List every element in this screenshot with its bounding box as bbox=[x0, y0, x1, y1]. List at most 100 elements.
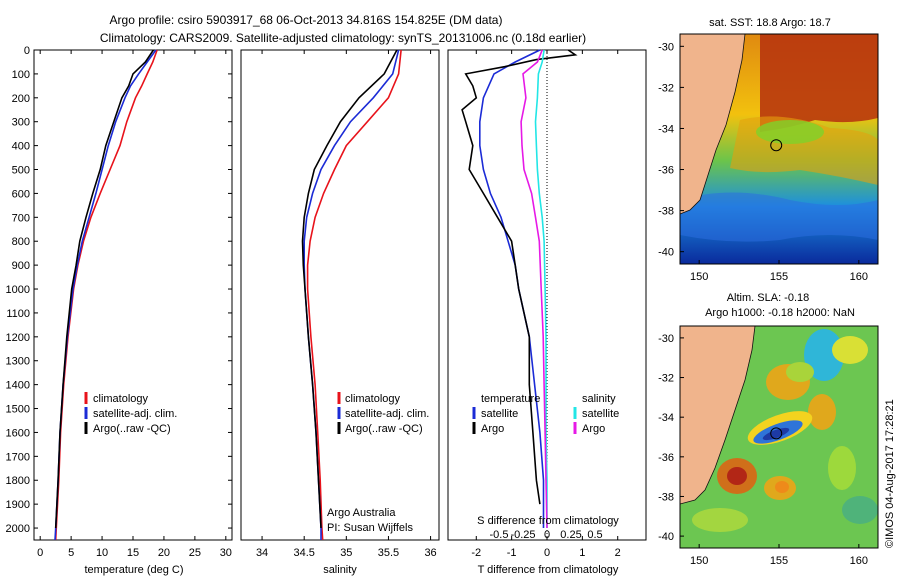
salinity-x-tick-label: 34 bbox=[256, 547, 268, 559]
difference-xlabel-top: S difference from climatology bbox=[477, 515, 619, 527]
map-lon-tick-label: 150 bbox=[690, 271, 708, 283]
map-lon-tick-label: 155 bbox=[770, 555, 788, 567]
legend-label-s-satellite: satellite bbox=[582, 408, 619, 420]
sst-map-panel: sat. SST: 18.8 Argo: 18.7 150 155 160 -30 -3… bbox=[658, 17, 879, 283]
difference-legend: temperature salinity satellite Argo sate… bbox=[472, 393, 619, 435]
temperature-legend: climatology satellite-adj. clim. Argo(..… bbox=[84, 392, 177, 435]
series-line-t-satellite bbox=[478, 49, 545, 528]
map-lat-tick-label: -32 bbox=[658, 373, 674, 385]
depth-tick-label: 400 bbox=[12, 141, 30, 153]
sla-map-subtitle: Argo h1000: -0.18 h2000: NaN bbox=[705, 307, 855, 319]
argo-float-marker bbox=[770, 139, 783, 152]
depth-tick-label: 1700 bbox=[6, 451, 30, 463]
depth-tick-label: 0 bbox=[24, 45, 30, 57]
temperature-x-tick-label: 0 bbox=[37, 547, 43, 559]
salinity-x-tick-label: 35.5 bbox=[378, 547, 399, 559]
legend-title-temperature: temperature bbox=[481, 393, 540, 405]
difference-x-tick-label: 2 bbox=[615, 547, 621, 559]
depth-tick-label: 1500 bbox=[6, 404, 30, 416]
depth-tick-label: 200 bbox=[12, 93, 30, 105]
series-line-argo-raw-qc bbox=[301, 49, 398, 529]
depth-tick-label: 1000 bbox=[6, 284, 30, 296]
depth-tick-label: 100 bbox=[12, 69, 30, 81]
series-line-climatology bbox=[306, 49, 402, 541]
legend-label-climatology: climatology bbox=[345, 393, 401, 405]
salinity-x-tick-label: 34.5 bbox=[293, 547, 314, 559]
temperature-x-tick-label: 5 bbox=[68, 547, 74, 559]
salinity-profile-panel: 34 34.5 35 35.5 36 salinity climatology sate… bbox=[240, 49, 440, 576]
depth-tick-label: 300 bbox=[12, 117, 30, 129]
depth-tick-label: 1900 bbox=[6, 499, 30, 511]
salinity-xlabel: salinity bbox=[323, 564, 357, 576]
s-difference-tick-label: -0.5 bbox=[490, 529, 509, 541]
map-lon-tick-label: 160 bbox=[850, 271, 868, 283]
sst-map-title: sat. SST: 18.8 Argo: 18.7 bbox=[709, 17, 831, 29]
sla-map-panel: Altim. SLA: -0.18 Argo h1000: -0.18 h200… bbox=[658, 292, 879, 567]
map-lat-tick-label: -36 bbox=[658, 165, 674, 177]
map-lon-tick-label: 160 bbox=[850, 555, 868, 567]
depth-tick-label: 1100 bbox=[6, 308, 30, 320]
map-lat-tick-label: -40 bbox=[658, 531, 674, 543]
depth-tick-label: 1800 bbox=[6, 475, 30, 487]
temperature-x-tick-label: 15 bbox=[127, 547, 139, 559]
depth-tick-label: 800 bbox=[12, 236, 30, 248]
legend-label-satellite-adj: satellite-adj. clim. bbox=[93, 408, 177, 420]
temperature-x-tick-label: 10 bbox=[96, 547, 108, 559]
difference-x-tick-label: 1 bbox=[579, 547, 585, 559]
depth-tick-label: 1400 bbox=[6, 380, 30, 392]
difference-xlabel: T difference from climatology bbox=[478, 564, 619, 576]
s-difference-tick-label: 0.25 bbox=[560, 529, 581, 541]
depth-tick-label: 600 bbox=[12, 188, 30, 200]
figure-title-line1: Argo profile: csiro 5903917_68 06-Oct-20… bbox=[110, 13, 503, 27]
series-line-argo-raw-qc bbox=[54, 49, 155, 529]
map-lat-tick-label: -34 bbox=[658, 123, 674, 135]
legend-label-t-argo: Argo bbox=[481, 423, 504, 435]
sla-map-title: Altim. SLA: -0.18 bbox=[727, 292, 810, 304]
depth-tick-label: 1600 bbox=[6, 427, 30, 439]
map-lat-tick-label: -34 bbox=[658, 412, 674, 424]
s-difference-tick-label: 0 bbox=[544, 529, 550, 541]
temperature-profile-panel: 0100200300400500600700800900100011001200… bbox=[6, 45, 646, 576]
credit-pi-name: PI: Susan Wijffels bbox=[327, 522, 413, 534]
difference-x-tick-label: -1 bbox=[507, 547, 517, 559]
depth-tick-label: 1300 bbox=[6, 356, 30, 368]
map-lat-tick-label: -40 bbox=[658, 247, 674, 259]
temperature-x-tick-label: 25 bbox=[189, 547, 201, 559]
credit-argo-australia: Argo Australia bbox=[327, 507, 396, 519]
legend-label-argo: Argo(..raw -QC) bbox=[345, 423, 423, 435]
map-lat-tick-label: -30 bbox=[658, 333, 674, 345]
temperature-axes-frame bbox=[33, 49, 233, 541]
legend-title-salinity: salinity bbox=[582, 393, 616, 405]
map-lon-tick-label: 155 bbox=[770, 271, 788, 283]
series-line-s-argo bbox=[520, 49, 548, 529]
temperature-xlabel: temperature (deg C) bbox=[84, 564, 183, 576]
depth-tick-label: 900 bbox=[12, 260, 30, 272]
map-lat-tick-label: -38 bbox=[658, 206, 674, 218]
depth-tick-label: 1200 bbox=[6, 332, 30, 344]
map-lat-tick-label: -32 bbox=[658, 82, 674, 94]
argo-float-marker bbox=[770, 427, 783, 440]
depth-tick-label: 500 bbox=[12, 165, 30, 177]
sla-map-image bbox=[680, 326, 878, 548]
imos-credit: ©IMOS 04-Aug-2017 17:28:21 bbox=[884, 399, 896, 548]
series-line-s-satellite bbox=[534, 49, 548, 528]
map-lon-tick-label: 150 bbox=[690, 555, 708, 567]
depth-tick-label: 700 bbox=[12, 212, 30, 224]
map-lat-tick-label: -36 bbox=[658, 452, 674, 464]
sst-map-image bbox=[680, 34, 878, 264]
difference-panel: -2 -1 0 1 2 S difference from climatology -0… bbox=[447, 49, 647, 576]
temperature-x-tick-label: 30 bbox=[220, 547, 232, 559]
s-difference-tick-label: -0.25 bbox=[510, 529, 535, 541]
map-lat-tick-label: -30 bbox=[658, 41, 674, 53]
depth-tick-label: 2000 bbox=[6, 523, 30, 535]
series-line-t-argo bbox=[461, 49, 578, 505]
legend-label-s-argo: Argo bbox=[582, 423, 605, 435]
figure-title-line2: Climatology: CARS2009. Satellite-adjuste… bbox=[100, 31, 586, 45]
legend-label-climatology: climatology bbox=[93, 393, 149, 405]
salinity-axes-frame bbox=[240, 49, 440, 541]
temperature-x-tick-label: 20 bbox=[158, 547, 170, 559]
salinity-x-tick-label: 36 bbox=[424, 547, 436, 559]
difference-x-tick-label: 0 bbox=[544, 547, 550, 559]
map-lat-tick-label: -38 bbox=[658, 491, 674, 503]
